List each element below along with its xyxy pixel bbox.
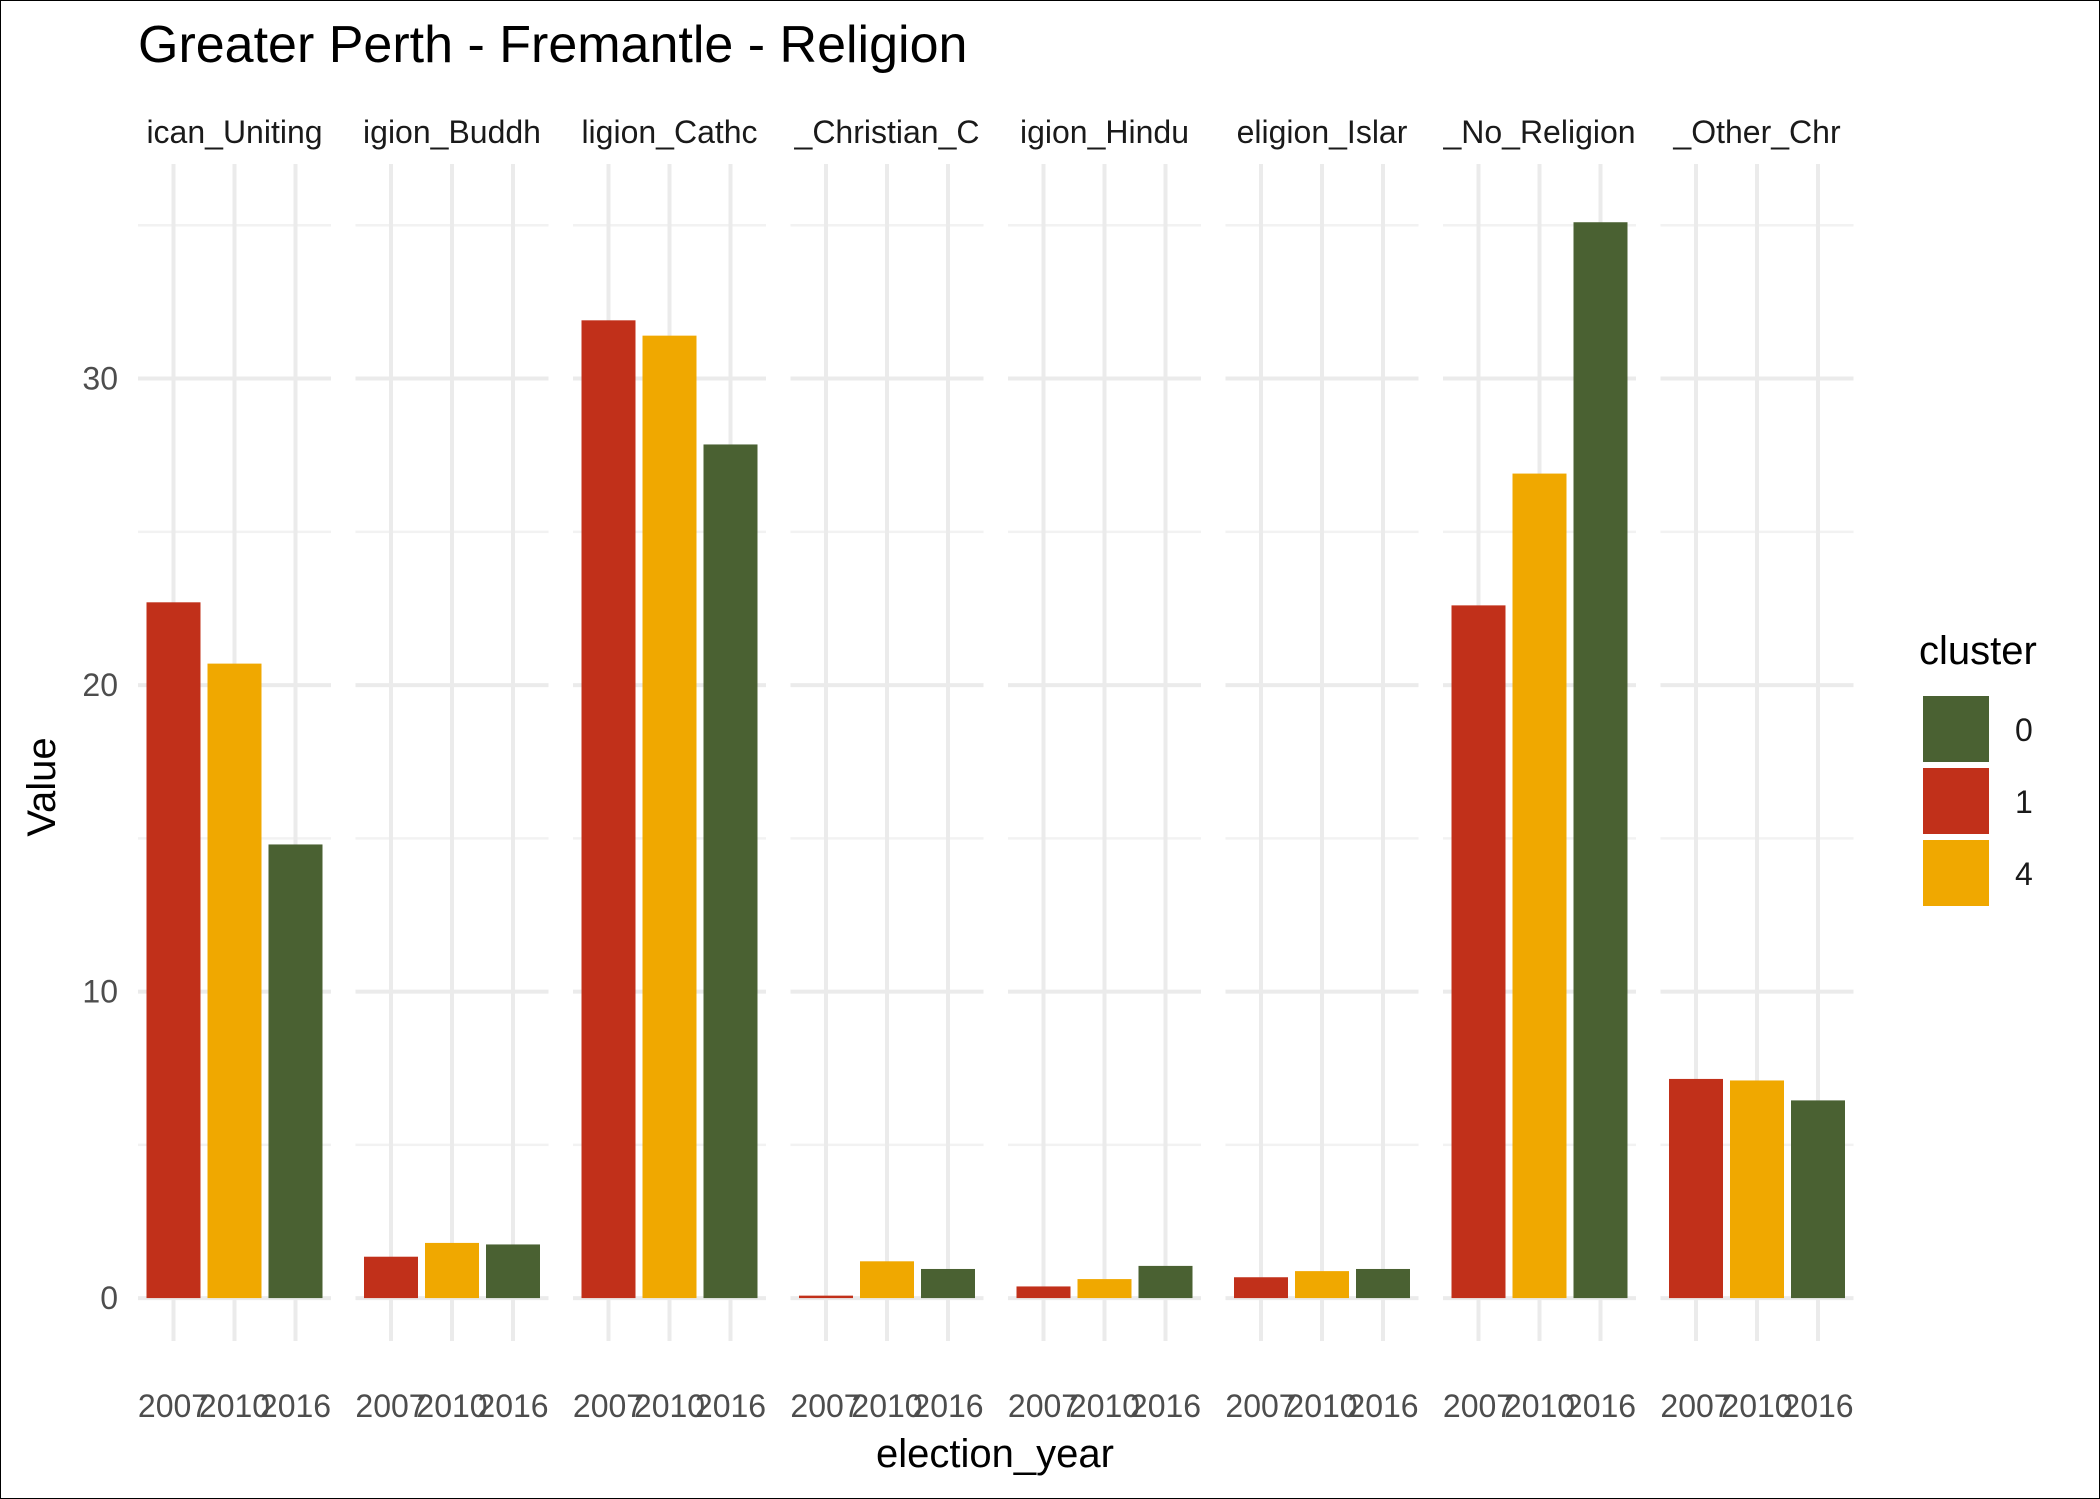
facet-strip-label: _Christian_C — [794, 114, 980, 150]
x-tick-label: 2007 — [573, 1388, 644, 1424]
x-axis-title: election_year — [876, 1432, 1114, 1476]
legend: cluster 0 1 4 — [1919, 629, 2037, 906]
x-tick-label: 2010 — [851, 1388, 922, 1424]
bar — [425, 1242, 479, 1299]
bar — [1451, 605, 1506, 1299]
bar — [1016, 1286, 1071, 1299]
facet-strip-label: ican_Uniting — [146, 114, 322, 150]
bar — [1295, 1271, 1349, 1299]
bar — [1669, 1078, 1723, 1299]
bar — [799, 1295, 853, 1299]
bar — [1573, 222, 1628, 1299]
bar — [486, 1244, 540, 1299]
legend-title: cluster — [1919, 629, 2037, 673]
bar — [921, 1268, 975, 1299]
facet-strip-label: igion_Hindu — [1020, 114, 1189, 150]
bar — [364, 1256, 418, 1299]
x-tick-label: 2010 — [1504, 1388, 1575, 1424]
bar — [1077, 1279, 1132, 1299]
facet-strip-label: eligion_Islar — [1237, 114, 1408, 150]
x-tick-label: 2016 — [1782, 1388, 1853, 1424]
legend-label: 1 — [2015, 784, 2033, 820]
facet-strip-label: ligion_Cathc — [581, 114, 757, 150]
legend-key — [1923, 768, 1989, 834]
bar — [268, 844, 323, 1299]
legend-label: 0 — [2015, 712, 2033, 748]
x-tick-label: 2007 — [790, 1388, 861, 1424]
x-tick-label: 2010 — [1721, 1388, 1792, 1424]
bar — [860, 1261, 914, 1299]
y-tick-label: 0 — [100, 1280, 118, 1316]
facet-strip-label: igion_Buddh — [363, 114, 541, 150]
bar — [1138, 1265, 1193, 1299]
x-tick-label: 2016 — [1347, 1388, 1418, 1424]
x-tick-label: 2010 — [634, 1388, 705, 1424]
bar — [581, 320, 636, 1299]
x-tick-label: 2016 — [477, 1388, 548, 1424]
bar — [642, 335, 697, 1299]
y-axis: 0 10 20 30 — [82, 361, 118, 1317]
x-tick-label: 2010 — [1286, 1388, 1357, 1424]
x-tick-label: 2007 — [355, 1388, 426, 1424]
bar — [1512, 473, 1567, 1299]
x-tick-label: 2010 — [199, 1388, 270, 1424]
bar — [146, 602, 201, 1299]
bar — [1791, 1100, 1845, 1299]
facet-panels: ican_Uniting200720102016igion_Buddh20072… — [138, 114, 1854, 1424]
bar — [1356, 1268, 1410, 1299]
y-axis-title: Value — [20, 737, 64, 836]
x-tick-label: 2016 — [912, 1388, 983, 1424]
x-tick-label: 2007 — [1660, 1388, 1731, 1424]
y-tick-label: 10 — [82, 974, 118, 1010]
bar — [1234, 1277, 1288, 1299]
bar — [207, 663, 262, 1299]
x-tick-label: 2016 — [1130, 1388, 1201, 1424]
x-tick-label: 2007 — [1443, 1388, 1514, 1424]
chart-title: Greater Perth - Fremantle - Religion — [138, 16, 967, 74]
x-tick-label: 2007 — [138, 1388, 209, 1424]
x-tick-label: 2016 — [695, 1388, 766, 1424]
x-tick-label: 2007 — [1008, 1388, 1079, 1424]
y-tick-label: 30 — [82, 361, 118, 397]
x-tick-label: 2010 — [1069, 1388, 1140, 1424]
x-tick-label: 2007 — [1225, 1388, 1296, 1424]
legend-key — [1923, 696, 1989, 762]
bar — [1730, 1080, 1784, 1299]
legend-key — [1923, 840, 1989, 906]
facet-strip-label: _Other_Chr — [1672, 114, 1841, 150]
facet-strip-label: _No_Religion — [1442, 114, 1635, 150]
x-tick-label: 2010 — [416, 1388, 487, 1424]
legend-label: 4 — [2015, 856, 2033, 892]
x-tick-label: 2016 — [1565, 1388, 1636, 1424]
bar — [703, 444, 758, 1299]
x-tick-label: 2016 — [260, 1388, 331, 1424]
y-tick-label: 20 — [82, 667, 118, 703]
